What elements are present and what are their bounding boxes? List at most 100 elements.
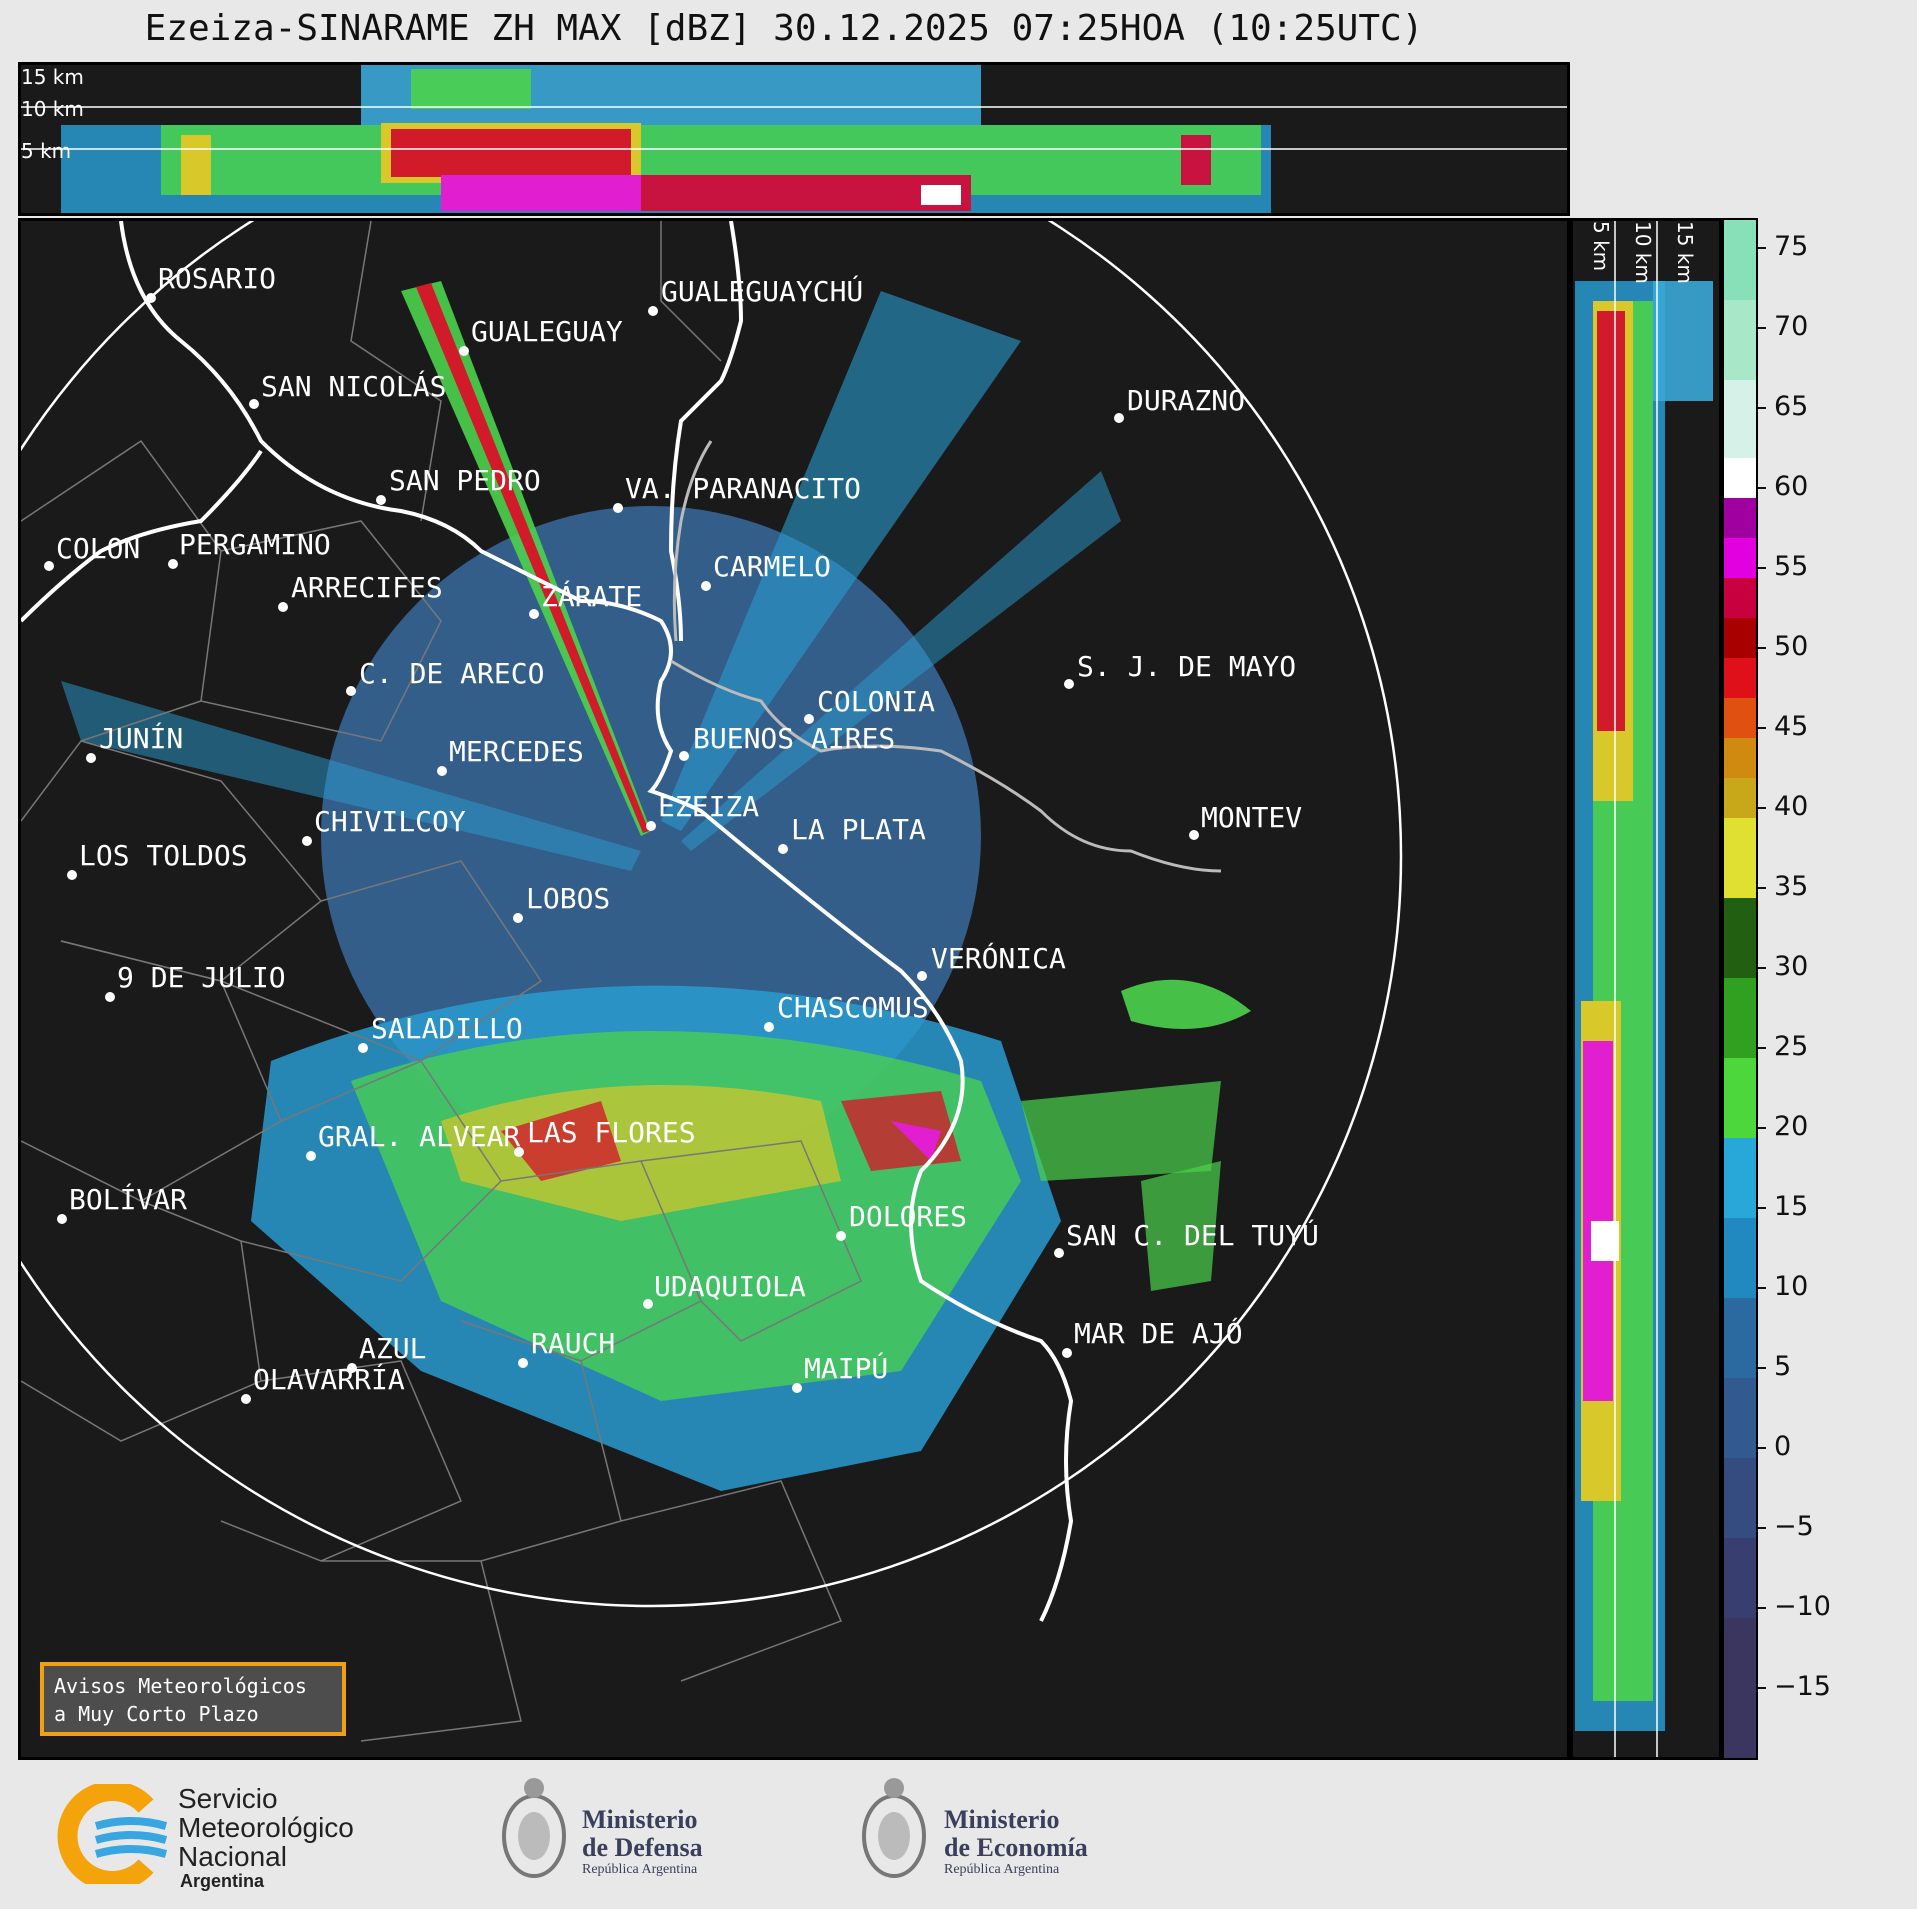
defensa-logo-text: Ministerio de Defensa República Argentin… — [582, 1806, 703, 1878]
city-label-montevideo: MONTEV — [1201, 801, 1302, 834]
city-label-junin: JUNÍN — [99, 721, 183, 755]
city-label-arrecifes: ARRECIFES — [291, 571, 443, 604]
city-dot-maipu — [792, 1383, 802, 1393]
city-label-durazno: DURAZNO — [1127, 384, 1245, 417]
city-dot-va-paranacito — [613, 503, 623, 513]
footer: Servicio Meteorológico Nacional Argentin… — [0, 1762, 1917, 1909]
city-dot-pergamino — [168, 559, 178, 569]
city-label-colon: COLON — [56, 532, 140, 565]
city-dot-junin — [86, 753, 96, 763]
city-dot-chascomus — [764, 1022, 774, 1032]
city-dot-gualeguay — [459, 346, 469, 356]
city-label-c-de-areco: C. DE ARECO — [359, 657, 544, 690]
city-markers: ROSARIO GUALEGUAYCHÚ GUALEGUAY SAN NICOL… — [44, 262, 1319, 1404]
city-label-gualeguaychu: GUALEGUAYCHÚ — [661, 274, 863, 308]
colorbar-tick: 75 — [1757, 233, 1808, 260]
city-label-san-c-del-tuyu: SAN C. DEL TUYÚ — [1066, 1218, 1319, 1252]
colorbar-tick: 5 — [1757, 1353, 1791, 1380]
alt-label-10km: 10 km — [1631, 221, 1655, 284]
city-dot-rauch — [518, 1358, 528, 1368]
economia-logo-text: Ministerio de Economía República Argenti… — [944, 1806, 1088, 1878]
colorbar — [1722, 218, 1758, 1760]
city-label-azul: AZUL — [359, 1332, 426, 1365]
colorbar-tick: −15 — [1758, 1673, 1831, 1700]
smn-logo-text: Servicio Meteorológico Nacional Argentin… — [178, 1784, 354, 1891]
city-label-la-plata: LA PLATA — [791, 813, 926, 846]
city-label-san-nicolas: SAN NICOLÁS — [261, 369, 446, 403]
city-label-maipu: MAIPÚ — [804, 1351, 888, 1385]
city-label-chascomus: CHASCOMUS — [777, 991, 929, 1024]
city-dot-c-de-areco — [346, 686, 356, 696]
smn-line4: Argentina — [180, 1871, 265, 1891]
colorbar-tick: 45 — [1757, 713, 1808, 740]
alt-label-5km: 5 km — [1589, 221, 1613, 272]
city-label-rauch: RAUCH — [531, 1327, 615, 1360]
top-cross-section: 15 km 10 km 5 km — [18, 62, 1570, 216]
city-dot-san-nicolas — [249, 399, 259, 409]
city-label-chivilcoy: CHIVILCOY — [314, 805, 466, 838]
city-label-mar-de-ajo: MAR DE AJÓ — [1074, 1316, 1243, 1350]
city-label-colonia: COLONIA — [817, 685, 935, 718]
city-dot-9-de-julio — [105, 992, 115, 1002]
smn-logo-icon — [57, 1781, 168, 1891]
city-dot-sj-de-mayo — [1064, 679, 1074, 689]
colorbar-tick: 55 — [1757, 553, 1808, 580]
colorbar-tick: 70 — [1757, 313, 1808, 340]
top-cross-section-plot — [21, 65, 1567, 213]
colorbar-tick: 65 — [1757, 393, 1808, 420]
right-cross-section-plot — [1575, 221, 1713, 1757]
city-label-dolores: DOLORES — [849, 1200, 967, 1233]
city-dot-udaquiola — [643, 1299, 653, 1309]
city-label-olavarria: OLAVARRÍA — [253, 1362, 405, 1396]
colorbar-tick: 0 — [1757, 1433, 1791, 1460]
city-dot-olavarria — [241, 1394, 251, 1404]
city-dot-los-toldos — [67, 870, 77, 880]
echo-profile — [61, 65, 1271, 213]
range-ring — [21, 221, 1403, 1608]
colorbar-tick: 10 — [1757, 1273, 1808, 1300]
city-dot-montevideo — [1189, 830, 1199, 840]
city-label-bolivar: BOLÍVAR — [69, 1182, 187, 1216]
city-label-veronica: VERÓNICA — [931, 941, 1066, 975]
warning-box[interactable]: Avisos Meteorológicos a Muy Corto Plazo — [40, 1662, 346, 1736]
city-dot-arrecifes — [278, 602, 288, 612]
city-dot-zarate — [529, 609, 539, 619]
city-label-los-toldos: LOS TOLDOS — [79, 839, 248, 872]
city-label-gualeguay: GUALEGUAY — [471, 315, 623, 348]
city-dot-colonia — [804, 714, 814, 724]
colorbar-gradient — [1724, 220, 1756, 1758]
echo-profile — [1575, 281, 1713, 1731]
colorbar-tick: 15 — [1757, 1193, 1808, 1220]
radar-map[interactable]: ROSARIO GUALEGUAYCHÚ GUALEGUAY SAN NICOL… — [18, 218, 1570, 1760]
city-dot-gral-alvear — [306, 1151, 316, 1161]
city-label-zarate: ZÁRATE — [541, 579, 642, 613]
city-label-lobos: LOBOS — [526, 882, 610, 915]
city-label-saladillo: SALADILLO — [371, 1012, 523, 1045]
warning-box-line2: a Muy Corto Plazo — [54, 1702, 259, 1726]
city-dot-lobos — [513, 913, 523, 923]
coastline-rivers — [21, 221, 1074, 1622]
city-dot-carmelo — [701, 581, 711, 591]
smn-line3: Nacional — [178, 1841, 287, 1872]
city-dot-chivilcoy — [302, 836, 312, 846]
alt-label-15km: 15 km — [1673, 221, 1697, 284]
city-label-carmelo: CARMELO — [713, 550, 831, 583]
city-dot-dolores — [836, 1231, 846, 1241]
city-label-va-paranacito: VA. PARANACITO — [625, 472, 861, 505]
economia-line1: Ministerio — [944, 1805, 1060, 1834]
city-dot-san-c-del-tuyu — [1054, 1248, 1064, 1258]
city-dot-durazno — [1114, 413, 1124, 423]
city-label-udaquiola: UDAQUIOLA — [654, 1270, 806, 1303]
warning-box-line1: Avisos Meteorológicos — [54, 1674, 307, 1698]
city-label-ezeiza: EZEIZA — [658, 790, 759, 823]
right-cross-section: 5 km 10 km 15 km — [1570, 218, 1722, 1760]
economia-seal-icon — [854, 1774, 934, 1894]
province-boundaries — [21, 221, 862, 1742]
city-dot-mercedes — [437, 766, 447, 776]
city-label-pergamino: PERGAMINO — [179, 528, 331, 561]
colorbar-tick: 25 — [1757, 1033, 1808, 1060]
defensa-seal-icon — [494, 1774, 574, 1894]
city-label-sj-de-mayo: S. J. DE MAYO — [1077, 650, 1296, 683]
city-dot-la-plata — [778, 844, 788, 854]
city-dot-saladillo — [358, 1043, 368, 1053]
